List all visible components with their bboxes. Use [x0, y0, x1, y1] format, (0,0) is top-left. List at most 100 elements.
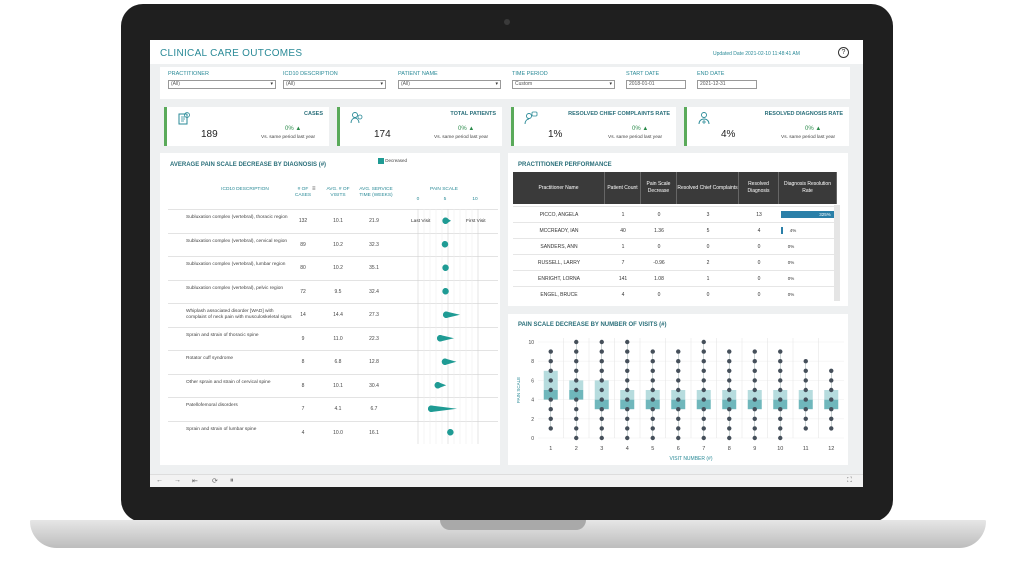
table-scrollbar[interactable]: [834, 205, 840, 301]
table-row[interactable]: ENRIGHT, LORNA 141 1.08 1 0 0%: [513, 270, 835, 286]
data-point: [650, 359, 655, 364]
filter-patient[interactable]: PATIENT NAME (All) ▾: [398, 71, 501, 89]
data-point: [752, 416, 757, 421]
column-header-patient-count[interactable]: Patient Count: [605, 172, 641, 204]
kpi-subtitle: Vs. same period last year: [434, 135, 489, 140]
data-point: [829, 426, 834, 431]
rate-label: 4%: [789, 228, 797, 233]
table-row[interactable]: Patellofemoral disorders 7 4.1 6.7: [168, 397, 498, 421]
data-point: [803, 416, 808, 421]
filter-icd10[interactable]: ICD10 DESCRIPTION (All) ▾: [283, 71, 386, 89]
data-point: [574, 426, 579, 431]
time-period-select[interactable]: Custom ▾: [512, 80, 615, 89]
data-point: [752, 387, 757, 393]
fullscreen-icon[interactable]: ⛶: [847, 477, 852, 484]
data-point: [599, 397, 604, 402]
data-point: [727, 416, 732, 421]
data-point: [574, 378, 579, 383]
column-header-complaints[interactable]: Resolved Chief Complaints: [677, 172, 739, 204]
data-point: [574, 435, 579, 441]
cell-decrease: 0: [657, 244, 661, 250]
medical-chart-icon: [178, 112, 190, 125]
table-row[interactable]: Sprain and strain of lumbar spine 4 10.0 16…: [168, 420, 498, 445]
table-row[interactable]: MCCREADY, IAN 40 1.36 5 4 4%: [513, 222, 835, 238]
data-point: [650, 407, 655, 412]
filter-start-date[interactable]: START DATE 2018-01-01: [626, 71, 686, 89]
sort-icon[interactable]: ≡: [312, 186, 316, 192]
column-header-description[interactable]: ICD10 DESCRIPTION: [221, 187, 269, 192]
data-point: [701, 359, 706, 364]
table-row[interactable]: PICCO, ANGELA 1 0 3 13 325%: [513, 206, 837, 222]
cell-decrease: 0: [657, 212, 661, 218]
table-row[interactable]: Subluxation complex (vertebral), lumbar …: [168, 256, 498, 280]
updated-date: Updated Date 2021-02-10 11:48:41 AM: [713, 51, 800, 57]
undo-icon[interactable]: ←: [156, 477, 163, 484]
help-icon[interactable]: ?: [838, 47, 849, 58]
icd10-select[interactable]: (All) ▾: [283, 80, 386, 89]
column-header-cases[interactable]: # OF CASES: [294, 187, 312, 198]
diagnosis-panel: AVERAGE PAIN SCALE DECREASE BY DIAGNOSIS…: [160, 153, 500, 465]
table-row[interactable]: Sprain and strain of thoracic spine 9 11.0…: [168, 326, 498, 351]
column-header-visits[interactable]: AVG. # OF VISITS: [326, 187, 350, 198]
start-date-input[interactable]: 2018-01-01: [626, 80, 686, 89]
cell-cases: 14: [300, 312, 306, 318]
filter-label: PATIENT NAME: [398, 71, 438, 77]
kpi-change: 0% ▲: [458, 126, 475, 132]
table-row[interactable]: SANDERS, ANN 1 0 0 0 0%: [513, 238, 835, 254]
table-row[interactable]: Other sprain and strain of cervical spin…: [168, 373, 498, 398]
column-header-resolution-rate[interactable]: Diagnosis Resolution Rate: [779, 172, 837, 204]
data-point: [676, 349, 681, 354]
cell-complaints: 5: [706, 228, 710, 234]
data-point: [727, 359, 732, 364]
cell-time: 32.3: [369, 241, 379, 248]
x-tick-label: 6: [677, 446, 680, 452]
box-upper: [747, 390, 762, 400]
table-row[interactable]: RUSSELL, LARRY 7 -0.96 2 0 0%: [513, 254, 835, 270]
practitioner-select[interactable]: (All) ▾: [168, 80, 276, 89]
revert-icon[interactable]: ⇤: [192, 478, 198, 485]
filter-end-date[interactable]: END DATE 2021-12-31: [697, 71, 757, 89]
filter-label: ICD10 DESCRIPTION: [283, 71, 338, 77]
box-lower: [645, 399, 660, 410]
box-lower: [722, 399, 737, 410]
table-row[interactable]: Whiplash associated disorder [WAD] with …: [168, 303, 498, 327]
column-header-pain-scale[interactable]: PAIN SCALE: [430, 187, 458, 192]
rate-label: 325%: [819, 212, 831, 217]
page-title: CLINICAL CARE OUTCOMES: [160, 48, 303, 59]
column-header-pain-decrease[interactable]: Pain Scale Decrease: [641, 172, 677, 204]
practitioner-panel-title: PRACTITIONER PERFORMANCE: [518, 162, 612, 168]
end-date-input[interactable]: 2021-12-31: [697, 80, 757, 89]
kpi-resolved-diagnosis: RESOLVED DIAGNOSIS RATE 4% 0% ▲ Vs. same…: [684, 107, 849, 146]
cell-visits: 11.0: [333, 335, 343, 342]
table-row[interactable]: ENGEL, BRUCE 4 0 0 0 0%: [513, 286, 835, 302]
data-point: [778, 397, 783, 402]
cell-complaints: 0: [706, 244, 710, 250]
data-point: [676, 426, 681, 431]
data-point: [625, 378, 630, 383]
filter-practitioner[interactable]: PRACTITIONER (All) ▾: [168, 71, 276, 89]
data-point: [548, 426, 553, 431]
table-row[interactable]: Subluxation complex (vertebral), thoraci…: [168, 209, 498, 233]
data-point: [778, 378, 783, 383]
table-row[interactable]: Subluxation complex (vertebral), pelvic …: [168, 279, 498, 304]
box-lower: [747, 399, 762, 410]
table-row[interactable]: Subluxation complex (vertebral), cervica…: [168, 232, 498, 257]
redo-icon[interactable]: →: [174, 477, 181, 484]
pause-icon[interactable]: ⏸: [230, 477, 234, 484]
column-header-service-time[interactable]: AVG. SERVICE TIME (WEEKS): [359, 187, 393, 198]
filter-time-period[interactable]: TIME PERIOD Custom ▾: [512, 71, 615, 89]
data-point: [727, 407, 732, 412]
table-row[interactable]: Rotator cuff syndrome 8 6.8 12.8: [168, 350, 498, 374]
data-point: [599, 339, 604, 345]
data-point: [778, 416, 783, 421]
rate-label: 0%: [787, 292, 795, 297]
column-header-diagnosis[interactable]: Resolved Diagnosis: [739, 172, 779, 204]
cell-name: ENGEL, BRUCE: [540, 292, 578, 298]
column-header-name[interactable]: Practitioner Name: [513, 172, 605, 204]
refresh-icon[interactable]: ⟳: [212, 478, 218, 485]
data-point: [829, 397, 834, 402]
patient-select[interactable]: (All) ▾: [398, 80, 501, 89]
cell-visits: 4.1: [334, 406, 342, 412]
x-tick-label: 10: [777, 446, 783, 452]
data-point: [548, 368, 553, 373]
